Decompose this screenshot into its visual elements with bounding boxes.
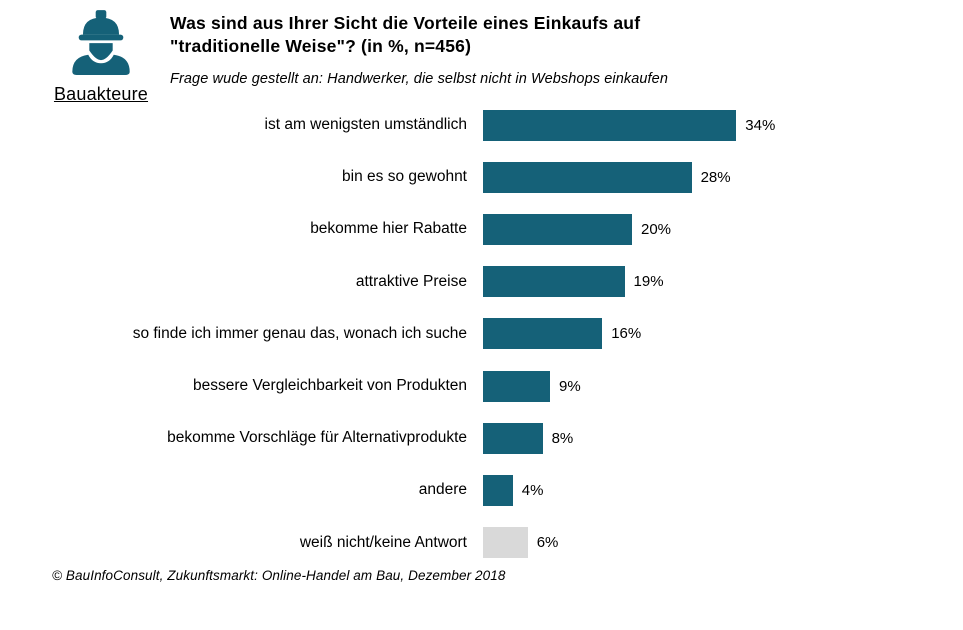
bar-category-label: bin es so gewohnt	[342, 168, 467, 186]
bar-value-label: 20%	[641, 220, 672, 238]
bar-category-label: attraktive Preise	[355, 272, 467, 290]
bar-category-label: weiß nicht/keine Antwort	[299, 533, 467, 551]
chart-title: Was sind aus Ihrer Sicht die Vorteile ei…	[170, 12, 790, 58]
bar	[483, 266, 625, 298]
bar	[483, 527, 528, 559]
bar-category-label: ist am wenigsten umständlich	[264, 116, 467, 134]
bar	[483, 161, 692, 193]
source-note: © BauInfoConsult, Zukunftsmarkt: Online-…	[52, 568, 506, 583]
bar-value-label: 28%	[700, 168, 731, 186]
bar-value-label: 6%	[536, 534, 559, 552]
bar-value-label: 9%	[559, 377, 581, 395]
bar-category-label: bessere Vergleichbarkeit von Produkten	[193, 377, 467, 395]
bar	[483, 370, 551, 402]
bar-category-label: andere	[418, 481, 467, 499]
bar-value-label: 34%	[745, 116, 776, 134]
chart-title-line2: "traditionelle Weise"? (in %, n=456)	[170, 36, 472, 56]
bar-category-label: bekomme Vorschläge für Alternativprodukt…	[167, 429, 467, 447]
bar	[483, 474, 513, 506]
bar-category-label: bekomme hier Rabatte	[310, 220, 467, 238]
bar-row: andere 4%	[0, 464, 963, 516]
bar-row: bin es so gewohnt 28%	[0, 151, 963, 203]
header-block: Was sind aus Ihrer Sicht die Vorteile ei…	[170, 12, 790, 87]
chart-title-line1: Was sind aus Ihrer Sicht die Vorteile ei…	[170, 13, 641, 33]
bar-value-label: 8%	[551, 429, 574, 447]
bar	[483, 109, 737, 141]
chart-subtitle: Frage wude gestellt an: Handwerker, die …	[170, 71, 668, 87]
bar-row: bekomme hier Rabatte 20%	[0, 203, 963, 255]
bar-category-label: so finde ich immer genau das, wonach ich…	[132, 324, 467, 342]
bar-value-label: 4%	[521, 481, 544, 499]
bar-row: so finde ich immer genau das, wonach ich…	[0, 308, 963, 360]
brand-label: Bauakteure	[53, 84, 149, 104]
brand-block: Bauakteure	[42, 8, 160, 105]
bar-value-label: 19%	[633, 273, 664, 291]
bar	[483, 318, 603, 350]
bar-row: weiß nicht/keine Antwort 6%	[0, 517, 963, 569]
bar	[483, 422, 543, 454]
bar-row: ist am wenigsten umständlich 34%	[0, 99, 963, 151]
bar-chart: ist am wenigsten umständlich 34% bin es so…	[0, 99, 963, 569]
construction-worker-icon	[72, 10, 130, 75]
bar-row: bekomme Vorschläge für Alternativprodukt…	[0, 412, 963, 464]
bar-value-label: 16%	[611, 325, 642, 343]
bar	[483, 213, 632, 245]
bar-row: bessere Vergleichbarkeit von Produkten 9%	[0, 360, 963, 412]
bar-row: attraktive Preise 19%	[0, 256, 963, 308]
